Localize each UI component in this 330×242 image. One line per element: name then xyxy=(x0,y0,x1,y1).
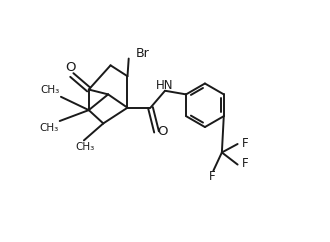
Text: CH₃: CH₃ xyxy=(41,85,60,95)
Text: Br: Br xyxy=(136,47,149,60)
Text: F: F xyxy=(242,137,248,150)
Text: F: F xyxy=(242,157,248,170)
Text: O: O xyxy=(157,125,168,138)
Text: F: F xyxy=(209,170,216,183)
Text: HN: HN xyxy=(156,79,173,92)
Text: O: O xyxy=(65,61,76,74)
Text: CH₃: CH₃ xyxy=(39,123,58,133)
Text: CH₃: CH₃ xyxy=(76,142,95,152)
